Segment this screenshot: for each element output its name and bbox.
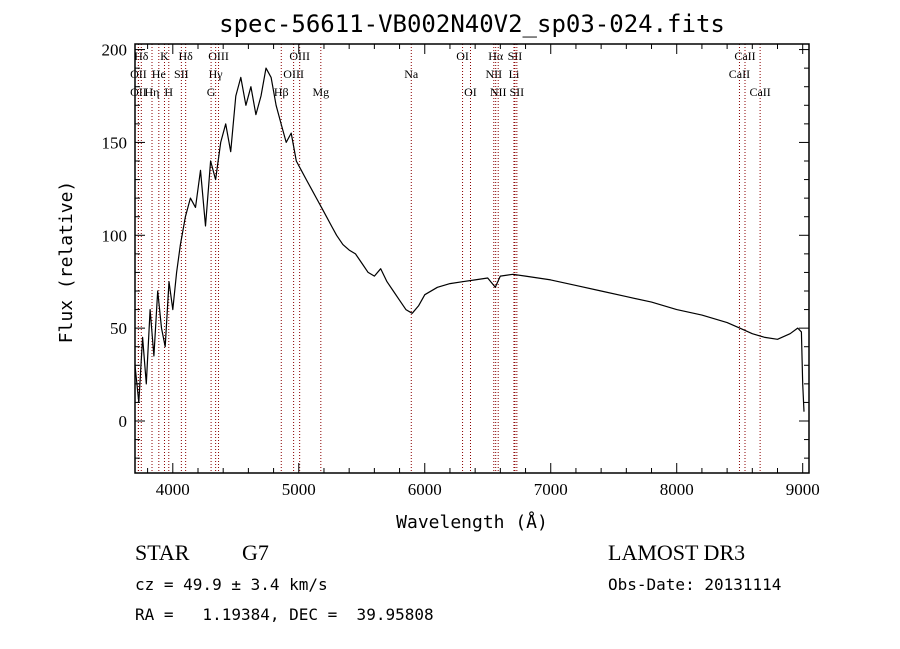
chart-title: spec-56611-VB002N40V2_sp03-024.fits (219, 10, 725, 38)
x-tick-label: 9000 (786, 480, 820, 499)
x-tick-label: 6000 (408, 480, 442, 499)
emission-line-label: SII (510, 85, 525, 99)
x-tick-label: 4000 (156, 480, 190, 499)
y-tick-label: 100 (102, 226, 128, 245)
emission-line-label: Na (404, 67, 419, 81)
emission-line-label: Hγ (209, 67, 224, 81)
emission-line-label: CaII (749, 85, 770, 99)
emission-line-label: K (160, 49, 169, 63)
redshift-info: cz = 49.9 ± 3.4 km/s (135, 575, 328, 594)
y-tick-label: 50 (110, 319, 127, 338)
x-tick-label: 8000 (660, 480, 694, 499)
emission-line-label: OIII (208, 49, 229, 63)
emission-line-label: OII (130, 85, 147, 99)
object-subclass: G7 (242, 540, 269, 565)
emission-line-label: Hδ (134, 49, 149, 63)
object-type: STAR (135, 540, 190, 565)
x-tick-label: 7000 (534, 480, 568, 499)
emission-line-label: NII (490, 85, 507, 99)
y-tick-label: 0 (119, 412, 128, 431)
emission-line-label: SII (174, 67, 189, 81)
y-tick-label: 200 (102, 41, 128, 60)
x-axis-label: Wavelength (Å) (396, 511, 548, 533)
emission-line-label: SII (508, 49, 523, 63)
emission-line-label: OIII (289, 49, 310, 63)
x-tick-label: 5000 (282, 480, 316, 499)
emission-line-label: Hβ (274, 85, 289, 99)
obs-date: Obs-Date: 20131114 (608, 575, 782, 594)
plot-frame (134, 43, 810, 474)
spectrum-line (134, 67, 805, 412)
emission-line-label: Hη (145, 85, 160, 99)
emission-line-label: CaII (734, 49, 755, 63)
emission-line-label: Mg (312, 85, 329, 99)
y-axis-label: Flux (relative) (56, 181, 77, 344)
emission-line-label: OI (456, 49, 469, 63)
emission-line-label: NII (485, 67, 502, 81)
y-tick-label: 150 (102, 133, 128, 152)
emission-line-label: G (207, 85, 216, 99)
emission-line-label: OIII (283, 67, 304, 81)
plot-layer: Hδ K Hδ OIII OIII OI Hα SII CaII OII He SII Hγ OIII Na… (102, 41, 820, 499)
emission-line-label: OI (464, 85, 477, 99)
survey-name: LAMOST DR3 (608, 540, 746, 565)
emission-line-label: CaII (729, 67, 750, 81)
coordinates: RA = 1.19384, DEC = 39.95808 (135, 605, 434, 624)
emission-line-label: Hδ (178, 49, 193, 63)
emission-line-label: He (152, 67, 166, 81)
emission-line-label: Hα (488, 49, 504, 63)
emission-line-label: H (164, 85, 173, 99)
emission-line-label: Li (509, 67, 520, 81)
